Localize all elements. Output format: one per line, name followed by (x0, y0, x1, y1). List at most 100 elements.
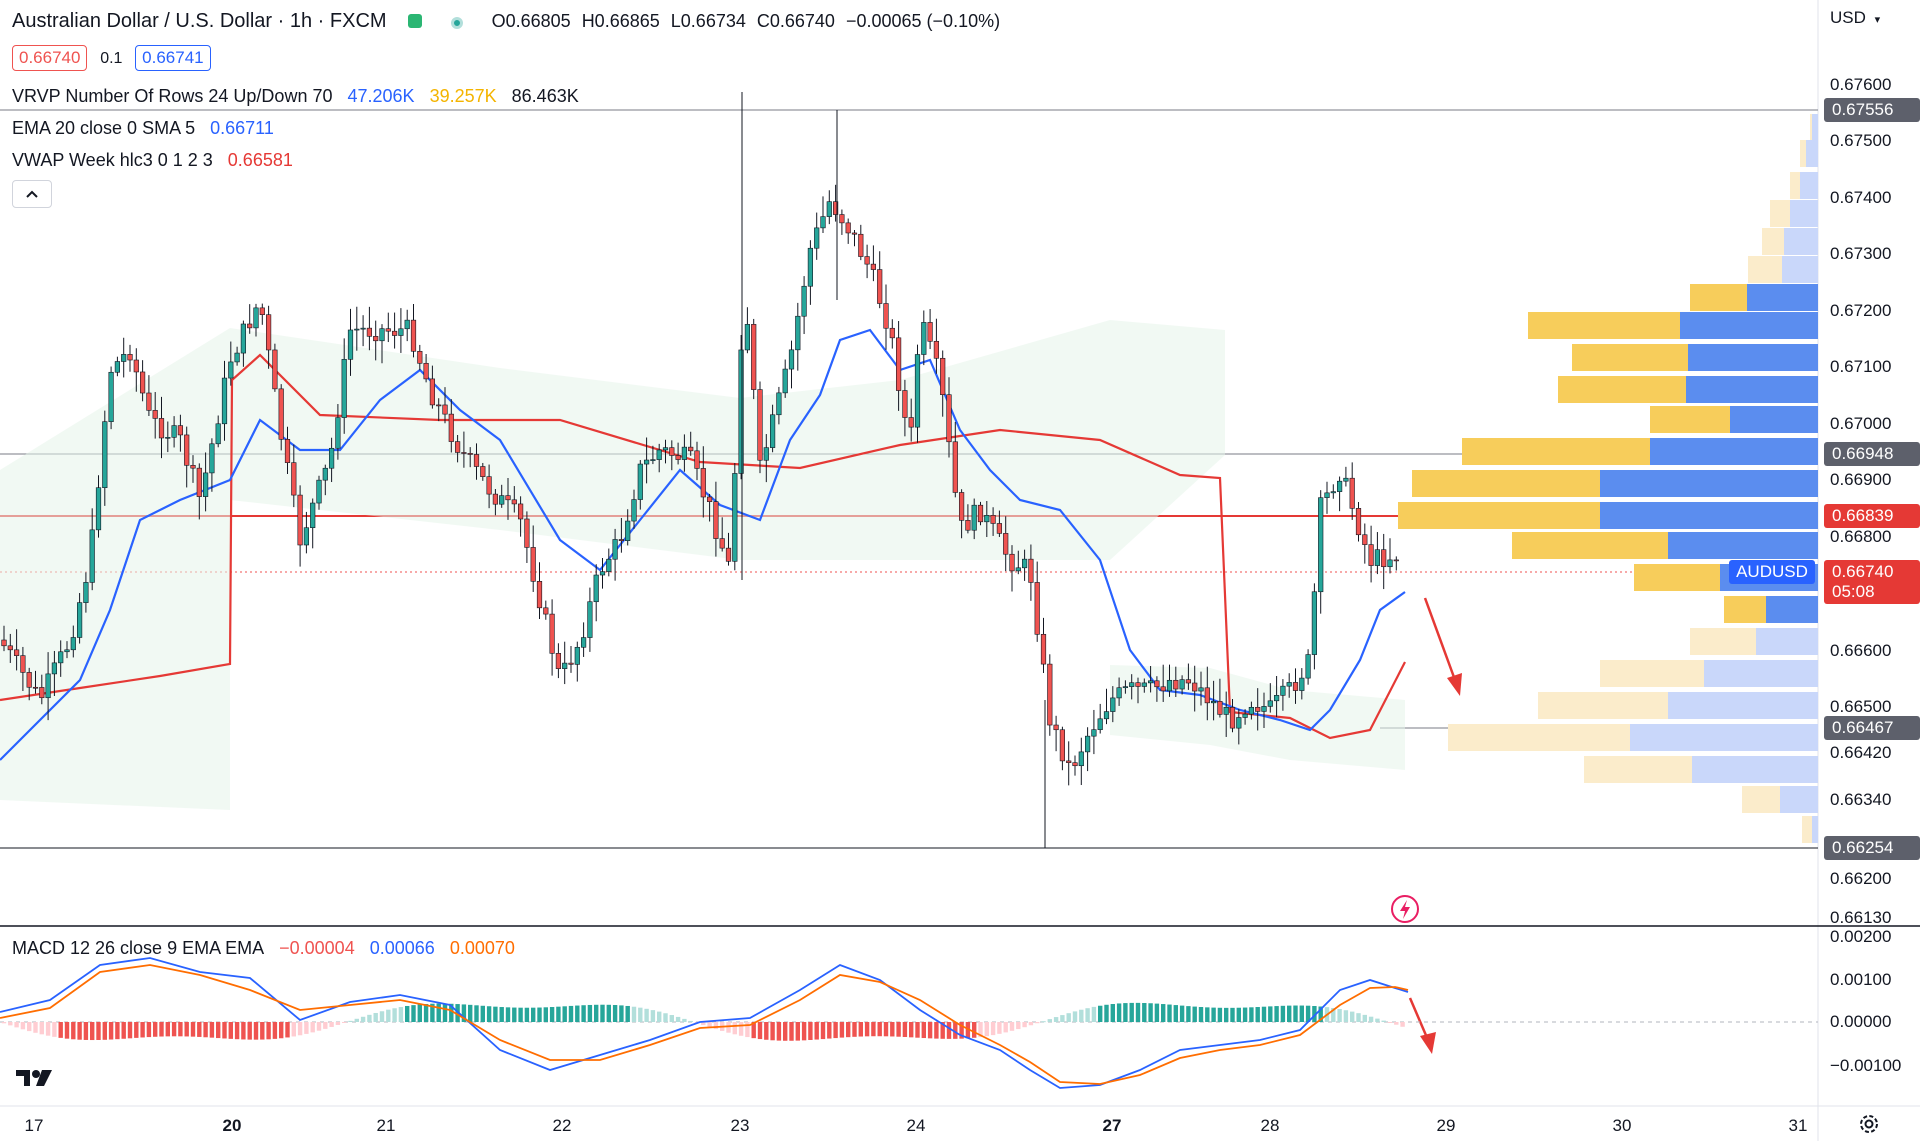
candle-body (391, 330, 398, 336)
macd-signal-line (0, 964, 1409, 1085)
candle-body (1223, 707, 1229, 715)
price-axis-label: 0.67200 (1830, 301, 1892, 320)
candle-body (694, 450, 700, 469)
price-tag: 0.67556 (1824, 98, 1920, 122)
macd-legend[interactable]: MACD 12 26 close 9 EMA EMA −0.00004 0.00… (12, 938, 525, 959)
macd-histogram-bar (121, 1022, 126, 1039)
macd-histogram-bar (310, 1022, 315, 1033)
ema-legend[interactable]: EMA 20 close 0 SMA 5 0.66711 (12, 118, 284, 139)
gear-icon[interactable] (1857, 1112, 1881, 1141)
macd-histogram-bar (108, 1022, 114, 1040)
candle-body (146, 392, 152, 411)
macd-histogram-bar (58, 1022, 63, 1038)
macd-histogram-bar (978, 1022, 983, 1038)
candle-body (732, 473, 738, 562)
macd-histogram-bar (581, 1005, 586, 1022)
macd-histogram-bar (1142, 1002, 1147, 1022)
macd-histogram-bar (436, 1003, 441, 1022)
candle-body (1034, 582, 1040, 635)
macd-histogram-bar (493, 1006, 498, 1022)
volume-profile-down-bar (1398, 502, 1600, 529)
macd-histogram-bar (1230, 1007, 1235, 1022)
candle-body (26, 672, 32, 688)
volume-profile-up-bar (1782, 256, 1818, 283)
macd-histogram-bar (1053, 1017, 1059, 1022)
symbol-tag: AUDUSD (1729, 560, 1815, 584)
candle-body (656, 449, 662, 460)
macd-histogram-bar (1110, 1004, 1115, 1022)
candle-body (366, 327, 373, 337)
candle-body (889, 327, 895, 339)
macd-histogram-bar (209, 1022, 215, 1038)
candle-body (946, 394, 952, 443)
candle-body (1198, 687, 1204, 692)
volume-profile-up-bar (1756, 628, 1818, 655)
close-value: C0.66740 (756, 11, 835, 31)
macd-histogram-bar (713, 1022, 719, 1030)
candle-body (801, 285, 807, 317)
currency-selector[interactable]: USD ▾ (1830, 8, 1880, 28)
candle-body (977, 504, 984, 523)
candle-body (341, 359, 347, 418)
macd-histogram-bar (1331, 1007, 1336, 1022)
macd-histogram-bar (134, 1022, 139, 1038)
macd-histogram-bar (348, 1020, 353, 1022)
sell-price-button[interactable]: 0.66740 (12, 45, 88, 71)
macd-histogram-bar (1368, 1016, 1374, 1022)
candle-body (486, 476, 492, 495)
candle-body (952, 441, 958, 493)
lightning-icon[interactable] (1390, 894, 1420, 929)
symbol-title[interactable]: Australian Dollar / U.S. Dollar · 1h · F… (12, 10, 387, 32)
candle-body (303, 527, 310, 546)
candle-body (820, 216, 826, 229)
collapse-legend-button[interactable] (12, 180, 52, 208)
candle-body (543, 607, 549, 615)
macd-histogram-bar (820, 1022, 826, 1040)
candle-body (1217, 701, 1223, 715)
macd-histogram-bar (612, 1005, 618, 1022)
candle-body (1047, 663, 1053, 726)
vwap-legend[interactable]: VWAP Week hlc3 0 1 2 3 0.66581 (12, 150, 303, 171)
candle-body (121, 354, 127, 362)
forecast-arrow-head (1447, 673, 1462, 696)
macd-histogram-bar (1318, 1006, 1323, 1022)
macd-histogram-bar (159, 1022, 164, 1037)
candle-body (870, 263, 876, 270)
candle-body (1085, 735, 1091, 753)
macd-histogram-bar (1268, 1006, 1273, 1022)
macd-histogram-bar (1154, 1003, 1160, 1022)
macd-histogram-bar (1035, 1022, 1040, 1024)
macd-histogram-bar (1, 1022, 7, 1024)
macd-hist-value: −0.00004 (279, 938, 355, 958)
candle-body (612, 539, 618, 560)
buy-price-button[interactable]: 0.66741 (135, 45, 211, 71)
candle-body (618, 539, 624, 541)
candle-body (1091, 729, 1097, 737)
macd-histogram-bar (625, 1005, 630, 1022)
macd-histogram-bar (883, 1022, 889, 1037)
macd-histogram-bar (858, 1022, 863, 1037)
macd-histogram-bar (543, 1007, 548, 1022)
volume-profile-up-bar (1668, 692, 1818, 719)
macd-histogram-bar (228, 1022, 233, 1039)
candle-body (562, 662, 568, 669)
candle-body (902, 390, 908, 418)
symbol-legend: Australian Dollar / U.S. Dollar · 1h · F… (12, 10, 1016, 33)
macd-histogram-bar (953, 1022, 958, 1039)
macd-histogram-bar (474, 1005, 479, 1022)
candle-body (933, 340, 939, 359)
spread-value: 0.1 (100, 50, 123, 67)
candle-body (675, 455, 681, 460)
macd-histogram-bar (367, 1014, 372, 1022)
candle-body (322, 467, 328, 481)
candle-body (914, 354, 921, 428)
vrvp-legend[interactable]: VRVP Number Of Rows 24 Up/Down 70 47.206… (12, 86, 589, 107)
tradingview-logo[interactable] (14, 1066, 58, 1095)
macd-histogram-bar (1299, 1005, 1304, 1022)
macd-histogram-bar (1167, 1004, 1172, 1022)
macd-histogram-bar (1123, 1003, 1128, 1022)
macd-histogram-bar (266, 1022, 271, 1040)
volume-profile-up-bar (1650, 438, 1818, 465)
